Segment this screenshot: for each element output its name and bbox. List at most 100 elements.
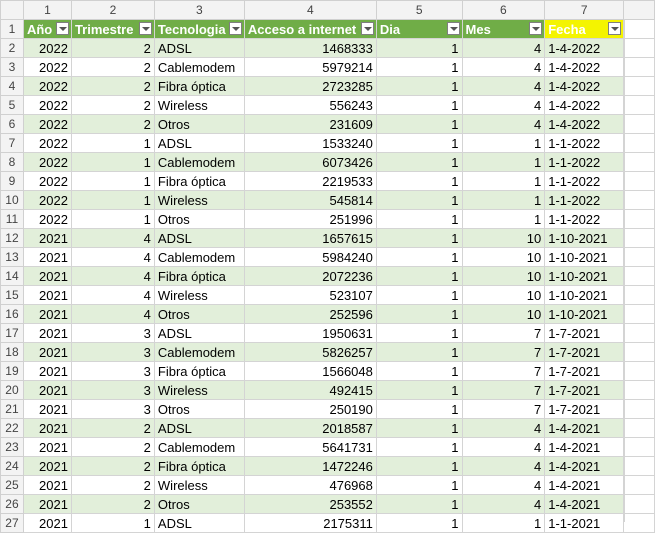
row-number[interactable]: 26 xyxy=(0,494,24,514)
cell-anio[interactable]: 2021 xyxy=(22,456,72,476)
cell-mes[interactable]: 4 xyxy=(461,38,546,58)
row-number[interactable]: 24 xyxy=(0,456,24,476)
cell-acc[interactable]: 2175311 xyxy=(243,513,377,533)
cell-mes[interactable]: 4 xyxy=(461,95,546,115)
cell-mes[interactable]: 1 xyxy=(461,152,546,172)
cell-acc[interactable]: 556243 xyxy=(243,95,377,115)
cell-acc[interactable]: 1566048 xyxy=(243,361,377,381)
empty-cell[interactable] xyxy=(623,76,655,96)
cell-tec[interactable]: ADSL xyxy=(153,323,245,343)
cell-acc[interactable]: 5826257 xyxy=(243,342,377,362)
corner-cell[interactable] xyxy=(0,0,24,20)
cell-dia[interactable]: 1 xyxy=(375,247,463,267)
empty-cell[interactable] xyxy=(623,361,655,381)
column-number-1[interactable]: 1 xyxy=(22,0,72,20)
empty-cell[interactable] xyxy=(623,418,655,438)
filter-dropdown-icon[interactable] xyxy=(228,22,242,35)
empty-cell[interactable] xyxy=(623,57,655,77)
row-number[interactable]: 10 xyxy=(0,190,24,210)
cell-acc[interactable]: 476968 xyxy=(243,475,377,495)
cell-dia[interactable]: 1 xyxy=(375,228,463,248)
header-cell-2[interactable]: Trimestre xyxy=(70,19,155,39)
cell-mes[interactable]: 4 xyxy=(461,114,546,134)
cell-acc[interactable]: 251996 xyxy=(243,209,377,229)
row-number[interactable]: 8 xyxy=(0,152,24,172)
cell-trim[interactable]: 1 xyxy=(70,513,155,533)
cell-mes[interactable]: 4 xyxy=(461,76,546,96)
column-number-5[interactable]: 5 xyxy=(375,0,463,20)
cell-acc[interactable]: 1657615 xyxy=(243,228,377,248)
cell-anio[interactable]: 2021 xyxy=(22,304,72,324)
empty-cell[interactable] xyxy=(623,513,655,533)
cell-acc[interactable]: 253552 xyxy=(243,494,377,514)
cell-acc[interactable]: 545814 xyxy=(243,190,377,210)
row-number-1[interactable]: 1 xyxy=(0,19,24,39)
cell-dia[interactable]: 1 xyxy=(375,513,463,533)
empty-cell[interactable] xyxy=(623,114,655,134)
row-number[interactable]: 5 xyxy=(0,95,24,115)
cell-mes[interactable]: 4 xyxy=(461,475,546,495)
cell-acc[interactable]: 2723285 xyxy=(243,76,377,96)
column-number-3[interactable]: 3 xyxy=(153,0,245,20)
cell-dia[interactable]: 1 xyxy=(375,285,463,305)
cell-dia[interactable]: 1 xyxy=(375,323,463,343)
cell-anio[interactable]: 2021 xyxy=(22,323,72,343)
cell-acc[interactable]: 2018587 xyxy=(243,418,377,438)
header-cell-4[interactable]: Acceso a internet xyxy=(243,19,377,39)
cell-dia[interactable]: 1 xyxy=(375,190,463,210)
cell-acc[interactable]: 492415 xyxy=(243,380,377,400)
cell-fecha[interactable]: 1-1-2021 xyxy=(544,513,625,533)
cell-anio[interactable]: 2021 xyxy=(22,399,72,419)
cell-tec[interactable]: Otros xyxy=(153,114,245,134)
column-number-2[interactable]: 2 xyxy=(70,0,155,20)
cell-acc[interactable]: 1950631 xyxy=(243,323,377,343)
cell-fecha[interactable]: 1-10-2021 xyxy=(544,247,625,267)
cell-tec[interactable]: Fibra óptica xyxy=(153,361,245,381)
cell-tec[interactable]: Wireless xyxy=(153,285,245,305)
cell-mes[interactable]: 4 xyxy=(461,456,546,476)
cell-mes[interactable]: 10 xyxy=(461,304,546,324)
cell-tec[interactable]: ADSL xyxy=(153,133,245,153)
row-number[interactable]: 3 xyxy=(0,57,24,77)
cell-anio[interactable]: 2021 xyxy=(22,285,72,305)
cell-tec[interactable]: ADSL xyxy=(153,38,245,58)
empty-cell[interactable] xyxy=(623,209,655,229)
cell-trim[interactable]: 1 xyxy=(70,152,155,172)
row-number[interactable]: 12 xyxy=(0,228,24,248)
cell-mes[interactable]: 7 xyxy=(461,342,546,362)
empty-cell[interactable] xyxy=(623,285,655,305)
header-cell-5[interactable]: Dia xyxy=(375,19,463,39)
cell-dia[interactable]: 1 xyxy=(375,380,463,400)
cell-trim[interactable]: 2 xyxy=(70,95,155,115)
cell-anio[interactable]: 2021 xyxy=(22,494,72,514)
cell-fecha[interactable]: 1-7-2021 xyxy=(544,361,625,381)
cell-acc[interactable]: 2219533 xyxy=(243,171,377,191)
cell-dia[interactable]: 1 xyxy=(375,57,463,77)
cell-acc[interactable]: 231609 xyxy=(243,114,377,134)
cell-dia[interactable]: 1 xyxy=(375,209,463,229)
row-number[interactable]: 21 xyxy=(0,399,24,419)
cell-fecha[interactable]: 1-4-2021 xyxy=(544,456,625,476)
cell-tec[interactable]: Wireless xyxy=(153,190,245,210)
filter-dropdown-icon[interactable] xyxy=(138,22,152,35)
cell-tec[interactable]: Otros xyxy=(153,494,245,514)
cell-anio[interactable]: 2021 xyxy=(22,361,72,381)
cell-anio[interactable]: 2022 xyxy=(22,152,72,172)
cell-mes[interactable]: 1 xyxy=(461,513,546,533)
cell-dia[interactable]: 1 xyxy=(375,475,463,495)
cell-dia[interactable]: 1 xyxy=(375,399,463,419)
filter-dropdown-icon[interactable] xyxy=(608,22,622,35)
cell-tec[interactable]: Cablemodem xyxy=(153,57,245,77)
cell-fecha[interactable]: 1-1-2022 xyxy=(544,152,625,172)
cell-mes[interactable]: 4 xyxy=(461,494,546,514)
cell-anio[interactable]: 2021 xyxy=(22,418,72,438)
empty-cell[interactable] xyxy=(623,133,655,153)
cell-trim[interactable]: 2 xyxy=(70,494,155,514)
row-number[interactable]: 27 xyxy=(0,513,24,533)
cell-fecha[interactable]: 1-1-2022 xyxy=(544,133,625,153)
empty-cell[interactable] xyxy=(623,247,655,267)
cell-mes[interactable]: 4 xyxy=(461,418,546,438)
cell-trim[interactable]: 4 xyxy=(70,285,155,305)
cell-acc[interactable]: 6073426 xyxy=(243,152,377,172)
cell-anio[interactable]: 2022 xyxy=(22,133,72,153)
